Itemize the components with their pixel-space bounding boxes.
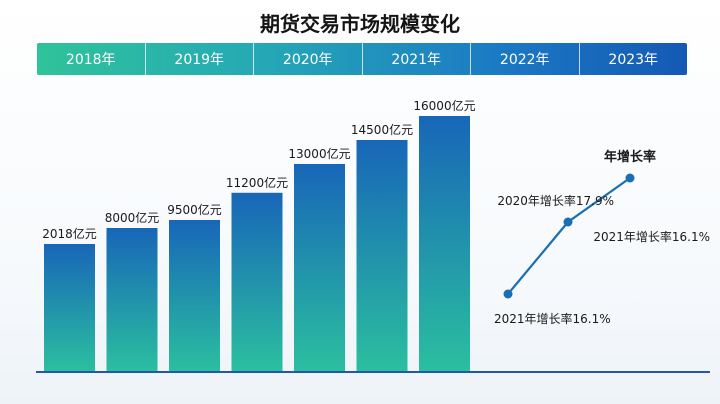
chart-title: 期货交易市场规模变化: [260, 12, 460, 36]
year-cell: 2021年: [363, 43, 471, 75]
growth-point-label: 2020年增长率17.9%: [497, 193, 614, 208]
bar-2022: [294, 164, 345, 372]
bar-value-label: 14500亿元: [351, 122, 413, 137]
bar-value-label: 16000亿元: [413, 98, 475, 113]
bar-2023: [356, 140, 408, 372]
growth-point: [625, 173, 635, 183]
growth-line-title: 年增长率: [604, 149, 656, 165]
growth-point: [563, 217, 573, 227]
bar-2024: [419, 116, 470, 372]
year-strip: 2018年 2019年 2020年 2021年 2022年 2023年: [37, 43, 687, 75]
bar-value-label: 11200亿元: [226, 175, 288, 190]
growth-point: [503, 289, 513, 299]
year-cell: 2019年: [146, 43, 254, 75]
year-cell: 2022年: [471, 43, 580, 75]
year-cell: 2020年: [254, 43, 363, 75]
year-cell: 2023年: [608, 52, 659, 68]
year-cell: 2018年: [37, 43, 146, 75]
growth-point-label: 2021年增长率16.1%: [494, 311, 611, 326]
bar-value-label: 13000亿元: [288, 146, 350, 161]
bar-2018: [44, 244, 95, 372]
growth-point-label: 2021年增长率16.1%: [593, 229, 710, 244]
bar-2021: [231, 192, 283, 372]
bar-value-label: 9500亿元: [167, 202, 222, 217]
bar-2020: [169, 220, 220, 372]
bar-value-label: 2018亿元: [42, 226, 97, 241]
growth-line-layer: 2021年增长率16.1% 2020年增长率17.9% 2021年增长率16.1% 年…: [494, 149, 710, 326]
bar-value-label: 8000亿元: [105, 210, 160, 225]
bar-2019: [106, 228, 158, 372]
bars-layer: 2018亿元 8000亿元 9500亿元 11200亿元13000亿元14500亿元1…: [42, 98, 476, 372]
